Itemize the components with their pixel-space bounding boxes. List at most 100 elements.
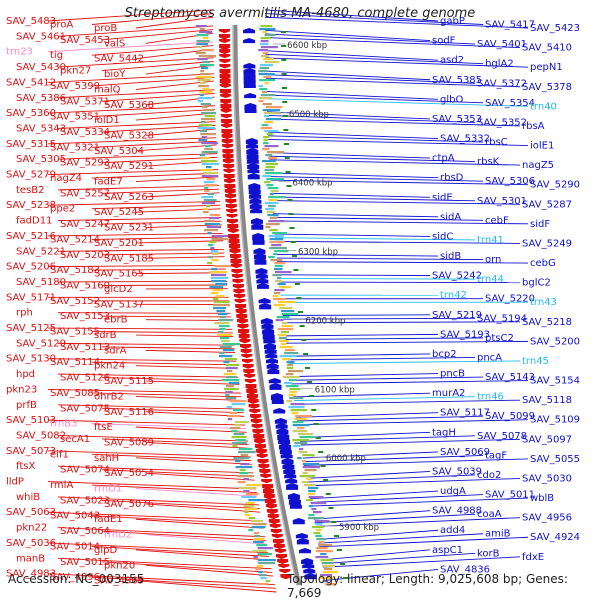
- forward-gene-arrow: [260, 474, 271, 478]
- gene-label: SAV_5220: [485, 294, 535, 305]
- gene-label: SAV_5242: [432, 271, 482, 282]
- kbp-tick-label: 6000 kbp: [326, 454, 366, 464]
- feature-band: [218, 319, 233, 321]
- scale-tick: [284, 143, 289, 145]
- feature-band: [211, 274, 226, 276]
- forward-gene-arrow: [256, 449, 267, 454]
- feature-band: [316, 547, 328, 549]
- feature-band: [287, 364, 293, 366]
- feature-band: [252, 526, 266, 528]
- feature-band: [219, 325, 230, 327]
- forward-gene-arrow: [241, 349, 252, 354]
- feature-band: [262, 31, 267, 33]
- forward-gene-arrow: [277, 559, 288, 564]
- feature-band: [315, 556, 328, 558]
- reverse-gene-arrow: [256, 273, 268, 279]
- gene-label: manB: [16, 553, 45, 564]
- gene-label: SAV_5430: [16, 62, 66, 73]
- feature-band: [268, 205, 276, 207]
- gene-label: eif1: [50, 449, 69, 460]
- feature-band: [258, 70, 267, 72]
- gene-label: aspC1: [432, 545, 463, 556]
- right-label-leader: [271, 193, 430, 197]
- feature-band: [284, 352, 298, 354]
- feature-band: [205, 115, 215, 117]
- feature-band: [264, 115, 269, 117]
- feature-band: [205, 223, 220, 225]
- feature-band: [278, 334, 287, 336]
- gene-label: SAV_5109: [530, 415, 580, 426]
- gene-label: cebG: [530, 258, 556, 269]
- reverse-gene-arrow: [282, 458, 294, 464]
- feature-band: [266, 106, 283, 108]
- gene-label: rph: [16, 308, 33, 319]
- feature-band: [262, 160, 276, 162]
- forward-gene-arrow: [224, 174, 235, 179]
- forward-gene-arrow: [273, 539, 284, 544]
- gene-label: SAV_5305: [16, 154, 66, 165]
- scale-tick: [295, 283, 300, 285]
- feature-band: [281, 310, 294, 312]
- feature-band: [275, 280, 282, 282]
- feature-band: [241, 454, 249, 456]
- forward-gene-arrow: [223, 159, 234, 164]
- feature-band: [309, 496, 324, 498]
- feature-band: [274, 304, 285, 306]
- forward-gene-arrow: [219, 39, 230, 43]
- forward-gene-arrow: [252, 424, 263, 429]
- rna-label: trn46: [477, 392, 504, 403]
- left-label-leader: [136, 177, 218, 182]
- right-label-leader: [268, 132, 438, 138]
- kbp-tick-label: 6200 kbp: [305, 316, 345, 326]
- feature-band: [288, 406, 304, 408]
- kbp-tick-label: 6600 kbp: [287, 41, 327, 51]
- right-label-leader: [283, 315, 430, 316]
- feature-band: [283, 376, 300, 378]
- gene-label: cebF: [485, 215, 509, 226]
- feature-band: [213, 304, 230, 306]
- reverse-gene-arrow: [253, 248, 265, 254]
- feature-band: [200, 133, 216, 135]
- feature-band: [285, 349, 295, 351]
- feature-band: [293, 424, 310, 426]
- reverse-gene-arrow: [259, 303, 271, 309]
- gene-label: SAV_5099: [485, 411, 535, 422]
- gene-label: SAV_5203: [60, 250, 110, 261]
- feature-band: [206, 166, 212, 168]
- forward-gene-arrow: [244, 374, 255, 378]
- feature-band: [209, 286, 223, 288]
- feature-band: [217, 334, 232, 336]
- feature-band: [249, 517, 256, 519]
- feature-band: [270, 193, 274, 195]
- feature-band: [259, 97, 272, 99]
- feature-band: [246, 493, 259, 495]
- feature-band: [209, 271, 227, 273]
- feature-band: [253, 541, 264, 543]
- feature-band: [268, 196, 285, 198]
- gene-label: SAV_5036: [6, 538, 56, 549]
- forward-gene-arrow: [230, 259, 241, 265]
- gene-label: rbsK: [477, 157, 500, 168]
- right-label-leader: [273, 214, 438, 217]
- feature-band: [200, 130, 207, 132]
- feature-band: [211, 250, 218, 252]
- reverse-gene-arrow: [286, 483, 298, 490]
- feature-band: [202, 61, 210, 63]
- forward-gene-arrow: [231, 264, 242, 268]
- gene-label: SAV_5115: [104, 376, 154, 387]
- gene-label: fadE7: [94, 177, 123, 188]
- feature-band: [298, 451, 307, 453]
- feature-band: [207, 262, 212, 264]
- feature-band: [235, 460, 240, 462]
- scale-tick: [340, 563, 345, 565]
- feature-band: [286, 373, 294, 375]
- gene-label: SAV_5386: [16, 93, 66, 104]
- gene-label: wblB: [530, 493, 554, 504]
- scale-tick: [334, 535, 339, 537]
- gene-label: glbO: [440, 94, 463, 105]
- forward-gene-arrow: [227, 214, 238, 218]
- feature-band: [270, 241, 285, 243]
- feature-band: [294, 418, 307, 420]
- feature-band: [207, 178, 216, 180]
- gene-label: SAV_5378: [522, 82, 572, 93]
